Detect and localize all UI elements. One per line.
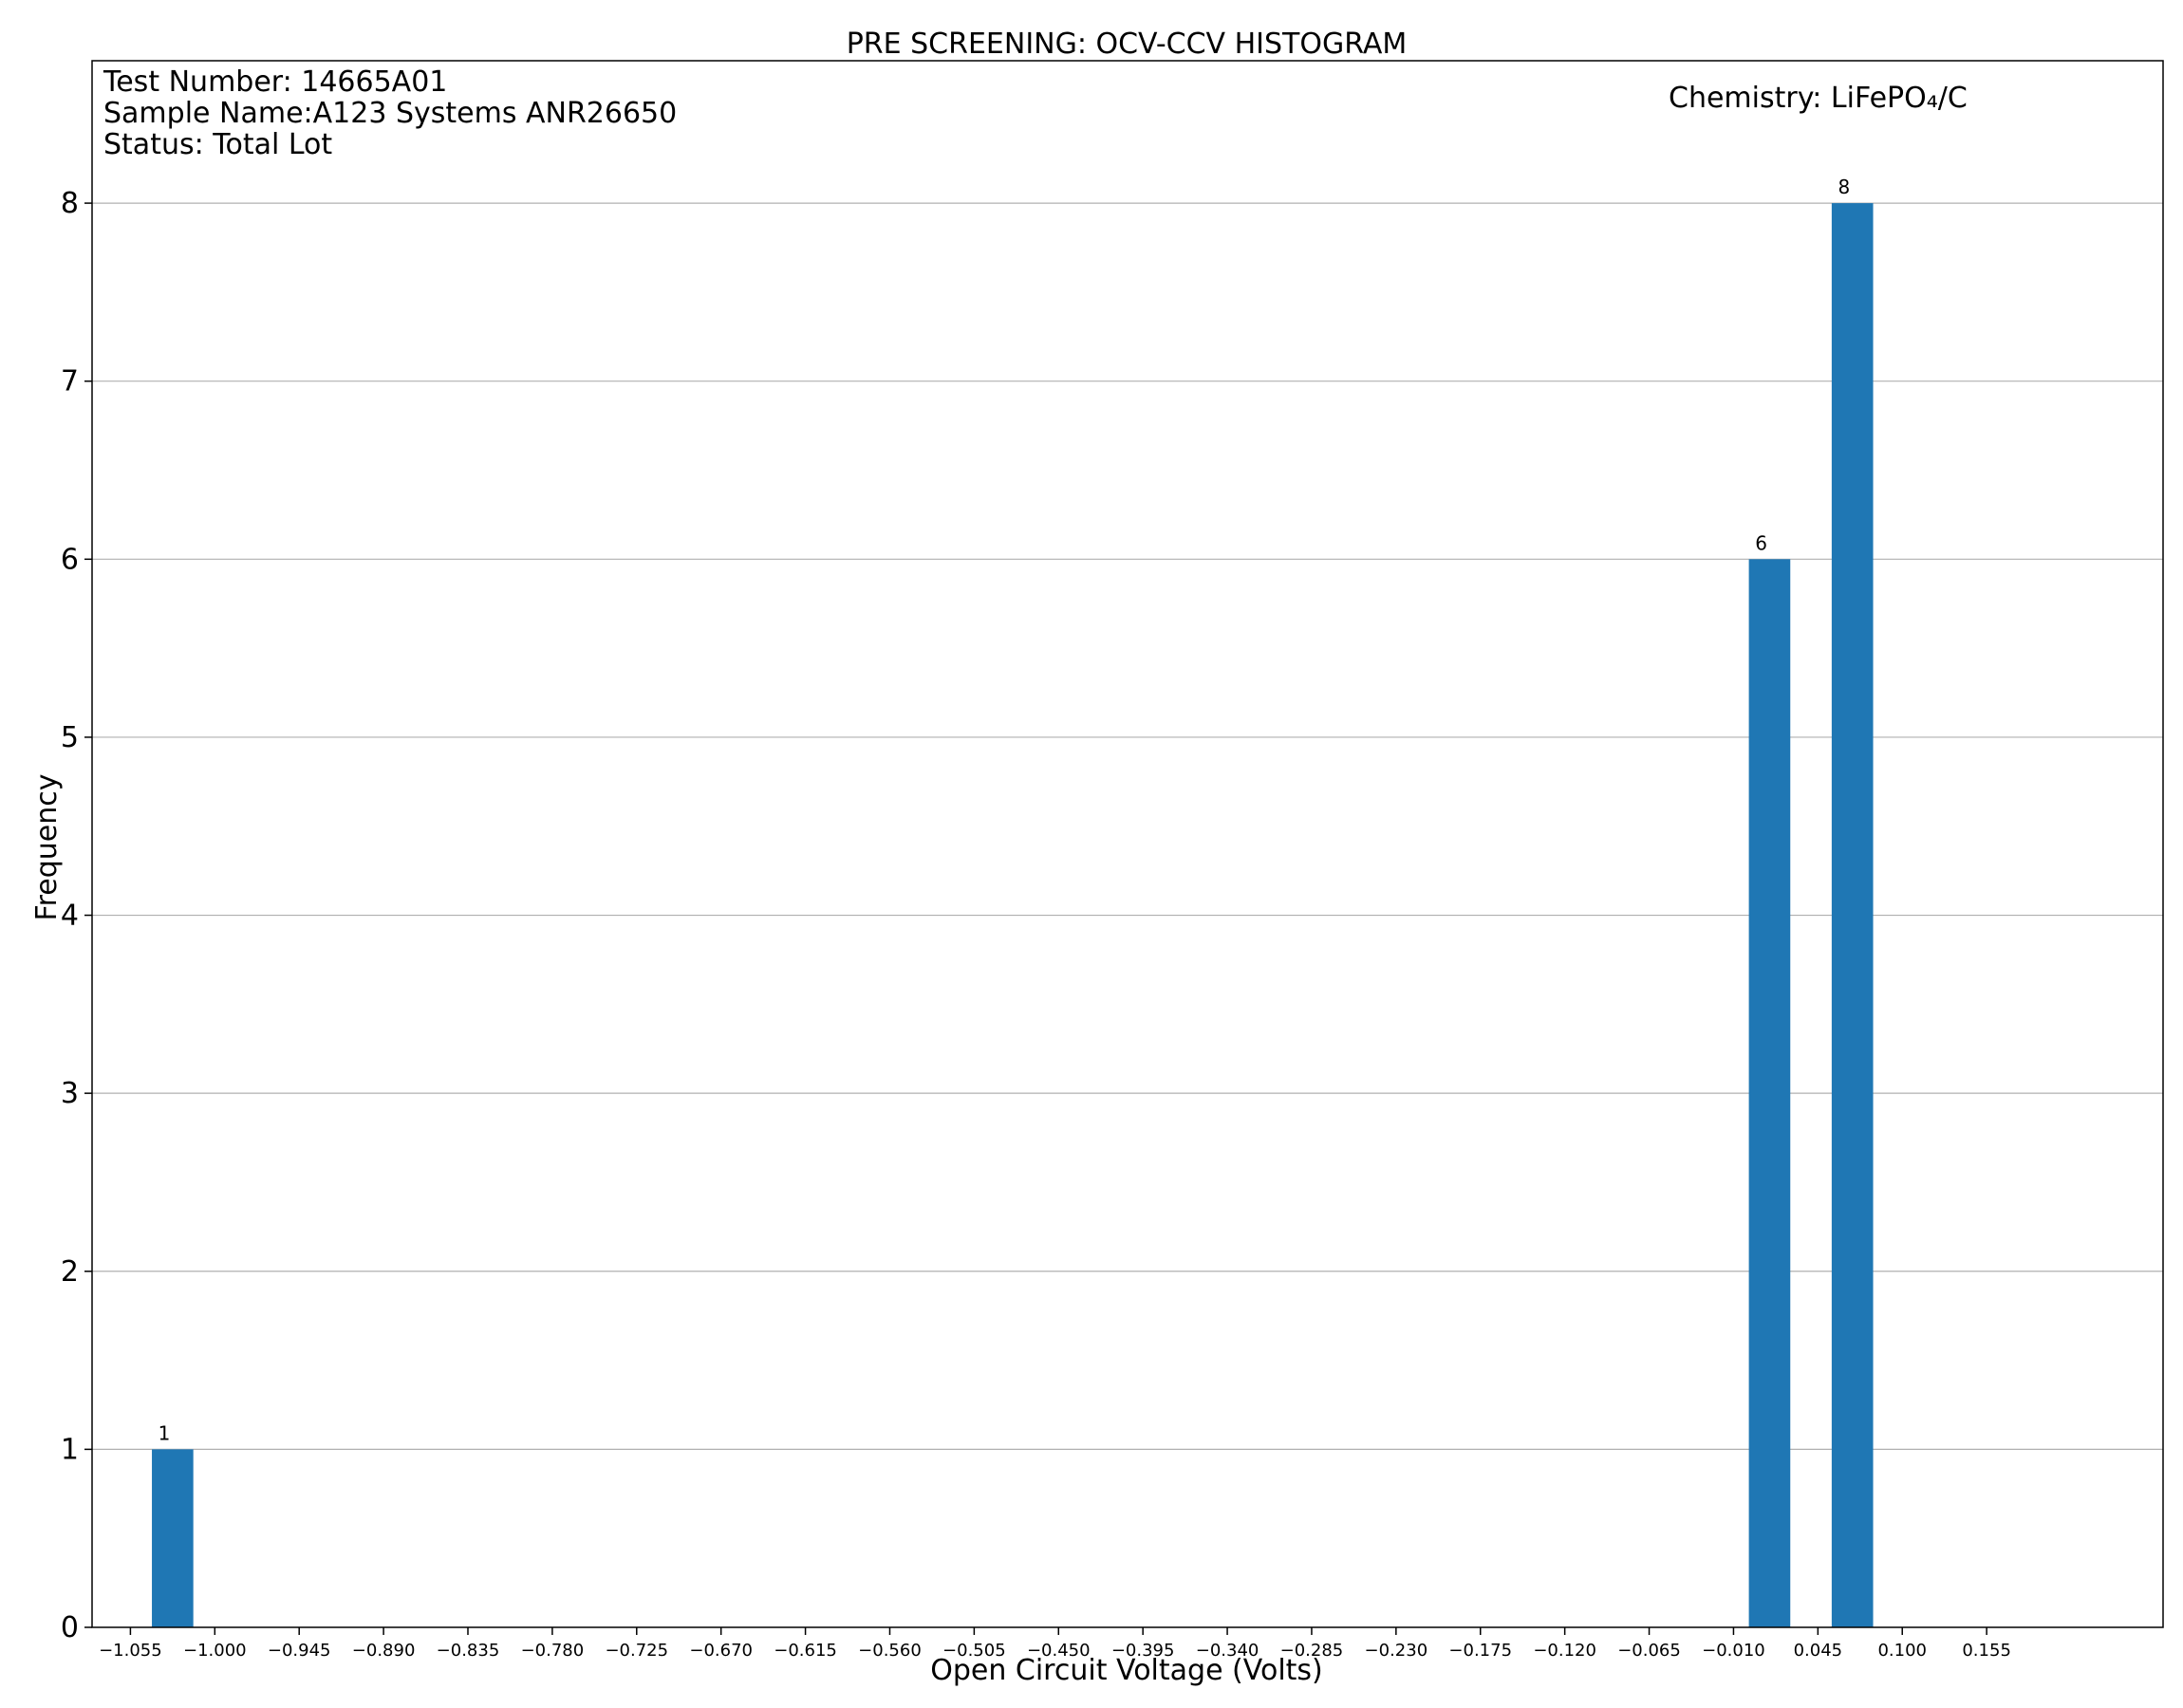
bar-1: [1748, 559, 1791, 1628]
x-tick-label-15: −0.230: [1365, 1641, 1428, 1661]
x-tick-label-22: 0.155: [1962, 1641, 2011, 1661]
info-line-1: Sample Name:A123 Systems ANR26650: [103, 97, 677, 130]
x-tick-label-4: −0.835: [437, 1641, 500, 1661]
x-tick-label-18: −0.065: [1617, 1641, 1681, 1661]
gridlines: [92, 202, 2163, 1450]
info-line-0: Test Number: 14665A01: [103, 65, 447, 99]
x-tick-label-2: −0.945: [268, 1641, 331, 1661]
x-tick-label-20: 0.045: [1794, 1641, 1843, 1661]
y-tick-label-0: 0: [61, 1611, 79, 1644]
x-tick-label-21: 0.100: [1877, 1641, 1927, 1661]
x-tick-label-12: −0.395: [1111, 1641, 1175, 1661]
y-tick-label-3: 3: [61, 1077, 79, 1110]
x-axis-label: Open Circuit Voltage (Volts): [930, 1654, 1323, 1687]
x-tick-label-11: −0.450: [1027, 1641, 1091, 1661]
bar-value-label-1: 6: [1755, 531, 1767, 554]
chart-title: PRE SCREENING: OCV-CCV HISTOGRAM: [847, 28, 1408, 61]
x-tick-label-7: −0.670: [689, 1641, 753, 1661]
x-tick-label-14: −0.285: [1280, 1641, 1344, 1661]
plot-frame: [91, 60, 2164, 1628]
y-axis-ticks: 0 1 2 3 4 5 6 7 8: [61, 187, 92, 1644]
y-tick-label-2: 2: [61, 1255, 79, 1289]
x-tick-label-5: −0.780: [521, 1641, 585, 1661]
y-tick-label-7: 7: [61, 365, 79, 399]
x-tick-label-16: −0.175: [1448, 1641, 1512, 1661]
bar-value-label-2: 8: [1838, 176, 1851, 198]
bar-0: [152, 1449, 194, 1627]
x-axis-ticks: −1.055 −1.000 −0.945 −0.890 −0.835 −0.780 −0.7…: [99, 1627, 2011, 1661]
x-tick-label-1: −1.000: [183, 1641, 247, 1661]
chemistry-label: Chemistry: LiFePO₄/C: [1669, 82, 1968, 115]
y-tick-label-5: 5: [61, 721, 79, 754]
x-tick-label-6: −0.725: [605, 1641, 668, 1661]
x-tick-label-17: −0.120: [1533, 1641, 1596, 1661]
bar-2: [1831, 203, 1874, 1627]
y-tick-label-8: 8: [61, 187, 79, 220]
y-tick-label-1: 1: [61, 1433, 79, 1466]
x-tick-label-3: −0.890: [352, 1641, 416, 1661]
y-axis-label: Frequency: [30, 774, 64, 921]
bar-value-label-0: 1: [159, 1421, 171, 1444]
x-tick-label-8: −0.615: [774, 1641, 837, 1661]
x-tick-label-19: −0.010: [1702, 1641, 1765, 1661]
info-line-2: Status: Total Lot: [103, 128, 332, 161]
x-tick-label-13: −0.340: [1196, 1641, 1259, 1661]
x-tick-label-9: −0.560: [858, 1641, 922, 1661]
x-tick-label-0: −1.055: [99, 1641, 162, 1661]
y-tick-label-6: 6: [61, 543, 79, 576]
bar-labels-group: 1 6 8: [159, 176, 1851, 1444]
x-tick-label-10: −0.505: [942, 1641, 1006, 1661]
bars-group: [152, 203, 1874, 1628]
y-tick-label-4: 4: [61, 900, 79, 933]
